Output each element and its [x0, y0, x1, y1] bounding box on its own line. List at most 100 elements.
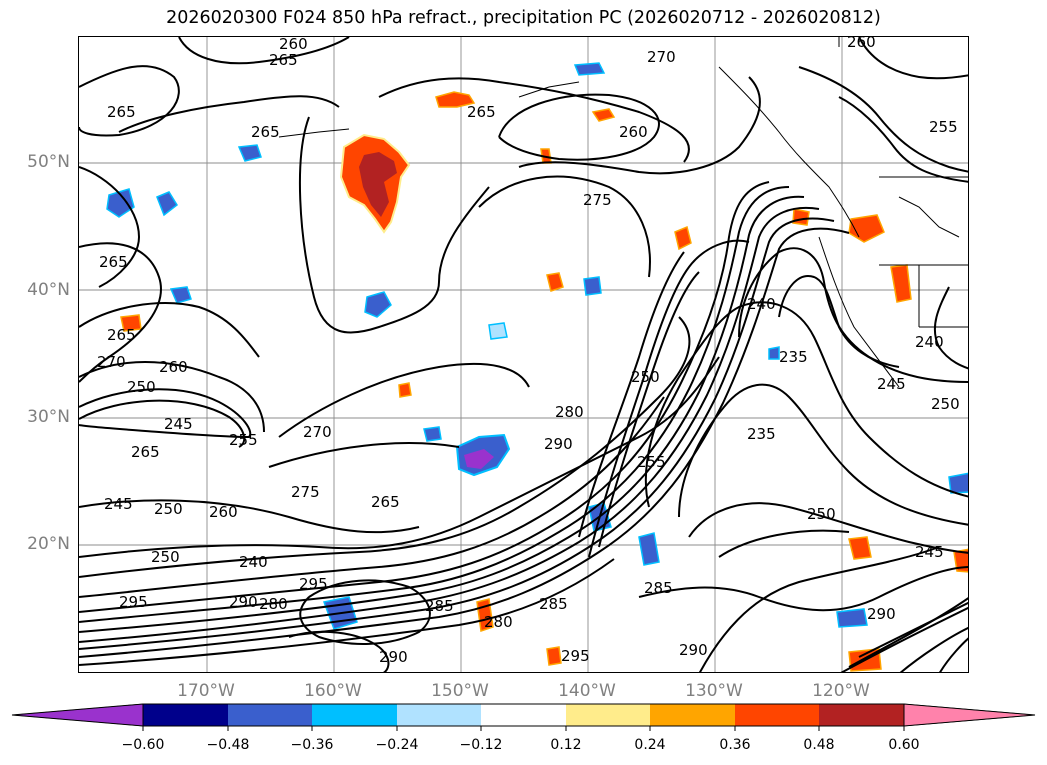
contour-label: 290	[679, 641, 708, 659]
map-title: 2026020300 F024 850 hPa refract., precip…	[166, 8, 881, 28]
colorbar-tick: −0.24	[375, 737, 419, 753]
contour-label: 290	[379, 648, 408, 666]
contour-label: 280	[259, 595, 288, 613]
contour-label: 250	[154, 500, 183, 518]
lon-label-170w: 170°W	[177, 681, 235, 701]
contour-label: 265	[107, 103, 136, 121]
precip-area	[583, 276, 602, 296]
contour-label: 260	[279, 37, 308, 53]
contour-label: 265	[99, 253, 128, 271]
precip-area	[836, 608, 868, 628]
contour-labels: 260 265 265 265 270 265 260 275 265 265 …	[97, 37, 960, 666]
graticule	[79, 37, 968, 672]
contour-label: 265	[371, 493, 400, 511]
contour-label: 245	[915, 543, 944, 561]
contour-label: 240	[915, 333, 944, 351]
map-panel: 260 265 265 265 270 265 260 275 265 265 …	[78, 36, 969, 673]
contour-label: 250	[151, 548, 180, 566]
colorbar-segment	[481, 704, 566, 726]
precip-area	[398, 382, 412, 398]
contour-label: 235	[747, 425, 776, 443]
lat-label-50n: 50°N	[27, 152, 70, 172]
precip-area	[890, 264, 912, 303]
contour-label: 260	[159, 358, 188, 376]
precip-area	[488, 322, 508, 340]
colorbar-segment	[735, 704, 819, 726]
colorbar-extend-min	[11, 703, 144, 727]
lat-label-30n: 30°N	[27, 407, 70, 427]
lat-label-20n: 20°N	[27, 534, 70, 554]
colorbar-tick: 0.48	[803, 737, 835, 753]
precip-area	[792, 208, 810, 226]
colorbar-tick: −0.12	[459, 737, 503, 753]
lon-label-150w: 150°W	[431, 681, 489, 701]
lat-label-40n: 40°N	[27, 280, 70, 300]
colorbar-segment	[819, 704, 904, 726]
contour-label: 265	[131, 443, 160, 461]
contour-label: 255	[637, 453, 666, 471]
colorbar-tick: −0.36	[290, 737, 334, 753]
lon-label-120w: 120°W	[812, 681, 870, 701]
contour-label: 280	[555, 403, 584, 421]
contour-label: 285	[644, 579, 673, 597]
contour-label: 285	[539, 595, 568, 613]
contour-label: 250	[127, 378, 156, 396]
contour-label: 245	[104, 495, 133, 513]
contour-label: 255	[229, 431, 258, 449]
colorbar-tick: 0.60	[888, 737, 920, 753]
precip-area	[591, 108, 616, 122]
contour-label: 285	[425, 597, 454, 615]
colorbar-tick: 0.12	[550, 737, 582, 753]
precip-area	[464, 449, 494, 469]
precip-fields	[106, 62, 968, 672]
precip-area	[359, 152, 397, 217]
precip-area	[573, 62, 606, 76]
colorbar-segment	[143, 704, 228, 726]
colorbar-segment	[228, 704, 312, 726]
precip-area	[237, 144, 262, 162]
precip-area	[948, 472, 968, 494]
contour-label: 295	[561, 647, 590, 665]
lon-label-160w: 160°W	[304, 681, 362, 701]
precip-area	[674, 225, 692, 251]
precip-area	[364, 291, 392, 318]
contour-label: 275	[291, 483, 320, 501]
coastlines	[278, 37, 968, 388]
contour-label: 265	[269, 51, 298, 69]
contour-label: 260	[619, 123, 648, 141]
colorbar-segment	[312, 704, 397, 726]
contour-label: 295	[299, 575, 328, 593]
contour-label: 260	[209, 503, 238, 521]
precip-area	[106, 188, 135, 218]
contour-label: 260	[847, 37, 876, 51]
map-canvas: 260 265 265 265 270 265 260 275 265 265 …	[79, 37, 968, 672]
contour-label: 265	[251, 123, 280, 141]
precip-area	[546, 272, 564, 292]
contour-label: 250	[807, 505, 836, 523]
precip-area	[435, 91, 476, 108]
contour-label: 245	[877, 375, 906, 393]
contour-label: 245	[164, 415, 193, 433]
colorbar-tick: 0.24	[634, 737, 666, 753]
contour-label: 295	[119, 593, 148, 611]
contour-label: 265	[467, 103, 496, 121]
contour-label: 290	[544, 435, 573, 453]
contour-label: 275	[583, 191, 612, 209]
precip-area	[848, 536, 872, 560]
contour-label: 270	[97, 353, 126, 371]
contour-label: 280	[484, 613, 513, 631]
contour-label: 250	[631, 368, 660, 386]
contour-label: 255	[929, 118, 958, 136]
precip-area	[169, 286, 192, 304]
colorbar-tick: −0.48	[206, 737, 250, 753]
precip-area	[423, 426, 442, 442]
contour-label: 240	[747, 295, 776, 313]
contour-label: 240	[239, 553, 268, 571]
precip-area	[638, 532, 660, 566]
contour-label: 235	[779, 348, 808, 366]
colorbar-segment	[650, 704, 735, 726]
colorbar-tick: 0.36	[719, 737, 751, 753]
colorbar-segment	[566, 704, 650, 726]
colorbar-segment	[397, 704, 481, 726]
precip-area	[546, 646, 562, 666]
